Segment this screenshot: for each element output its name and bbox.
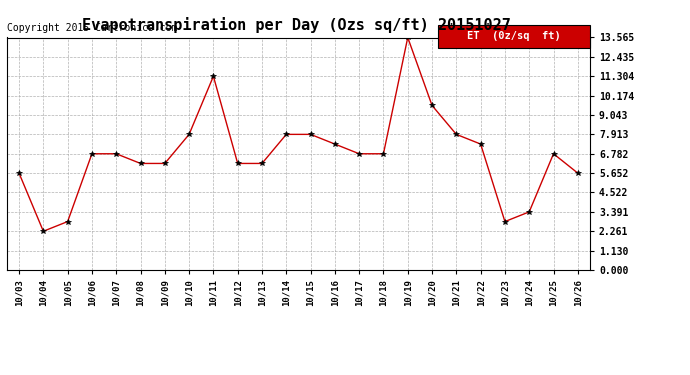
Text: Evapotranspiration per Day (Ozs sq/ft) 20151027: Evapotranspiration per Day (Ozs sq/ft) 2…	[82, 17, 511, 33]
Text: Copyright 2015 Cartronics.com: Copyright 2015 Cartronics.com	[8, 23, 178, 33]
Text: ET  (0z/sq  ft): ET (0z/sq ft)	[467, 32, 561, 41]
FancyBboxPatch shape	[438, 25, 590, 48]
